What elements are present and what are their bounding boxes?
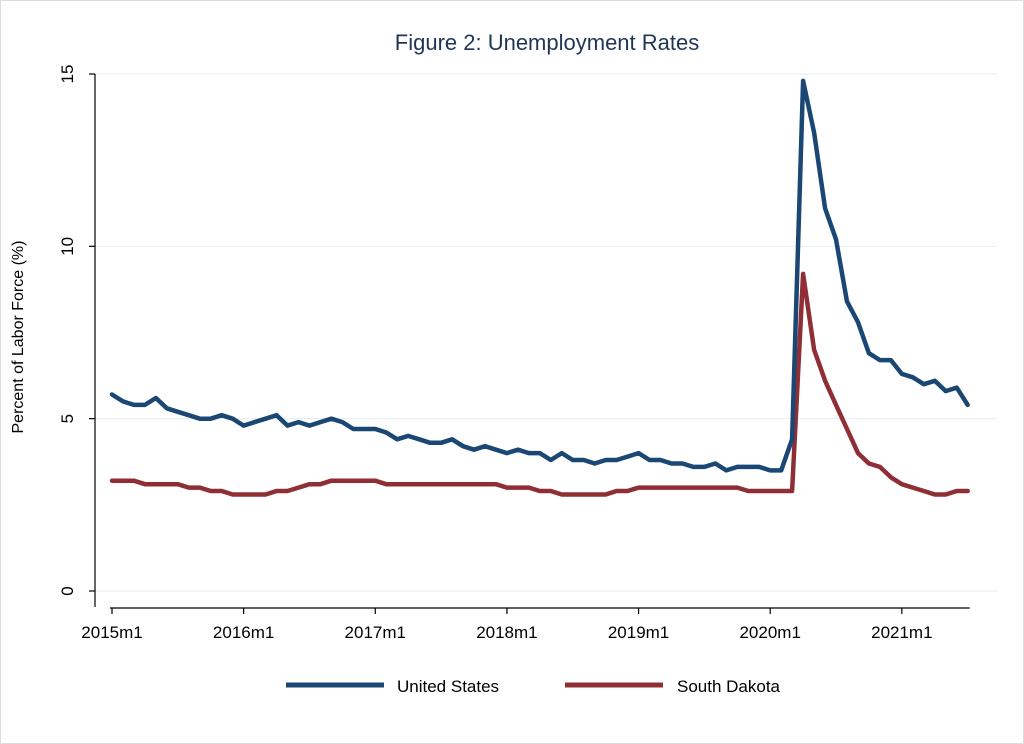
series-line-south-dakota [109, 271, 970, 497]
x-tick-label-2020m1: 2020m1 [739, 623, 800, 642]
y-axis-label: Percent of Labor Force (%) [10, 241, 27, 434]
axes: 0 5 10 15 2015m1 2016m1 2017m1 2018m1 2019m1 2020… [58, 65, 970, 642]
legend-label-south-dakota: South Dakota [677, 677, 781, 696]
series-line-united-states [109, 78, 970, 473]
x-tick-label-2021m1: 2021m1 [871, 623, 932, 642]
legend-label-united-states: United States [397, 677, 499, 696]
x-tick-label-2018m1: 2018m1 [476, 623, 537, 642]
x-tick-label-2019m1: 2019m1 [608, 623, 669, 642]
y-tick-label-5: 5 [58, 414, 77, 423]
x-tick-label-2016m1: 2016m1 [213, 623, 274, 642]
gridlines [95, 73, 997, 592]
x-tick-label-2015m1: 2015m1 [81, 623, 142, 642]
y-tick-label-15: 15 [58, 65, 77, 84]
chart-title: Figure 2: Unemployment Rates [395, 30, 699, 55]
series-lines [109, 78, 970, 497]
x-tick-label-2017m1: 2017m1 [345, 623, 406, 642]
y-tick-label-10: 10 [58, 237, 77, 256]
y-tick-label-0: 0 [58, 586, 77, 595]
legend: United States South Dakota [286, 677, 781, 696]
